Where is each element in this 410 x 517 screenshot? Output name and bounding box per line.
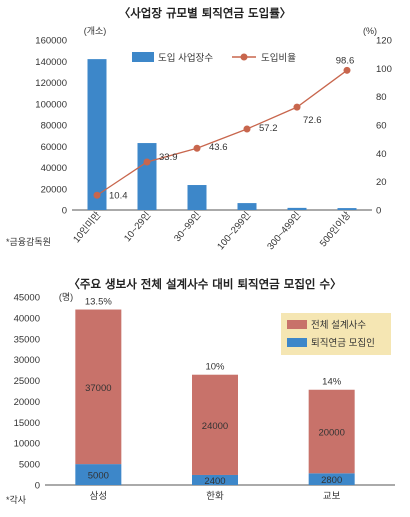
chart2-bar-recruiters	[192, 474, 238, 485]
chart1-bar	[87, 59, 107, 210]
chart1-bar	[287, 207, 307, 210]
chart2-bar-total	[308, 389, 355, 474]
chart1-y2-tick-label: 100	[376, 64, 392, 75]
chart2-bar-recruiters	[308, 473, 355, 485]
chart1-legend-marker	[240, 53, 248, 61]
chart1-y-tick-label: 120000	[35, 78, 67, 89]
chart2-recruiter-value-label: 2800	[321, 475, 342, 486]
chart1-x-tick-label: 100~299인	[215, 210, 253, 252]
chart2-y-tick-label: 30000	[14, 355, 40, 366]
chart1-x-tick-label: 30~99인	[172, 210, 203, 244]
chart1-title: 〈사업장 규모별 퇴직연금 도입률〉	[119, 6, 292, 20]
chart1-rate-marker	[93, 191, 101, 199]
chart1-y2-tick-label: 120	[376, 36, 392, 47]
chart1-legend: 도입 사업장수 도입비율	[132, 52, 296, 64]
chart2-title: 〈주요 생보사 전체 설계사수 대비 퇴직연금 모집인 수〉	[68, 277, 341, 291]
chart1-y2-tick-label: 80	[376, 92, 387, 103]
chart1-y-tick-label: 0	[62, 206, 67, 217]
chart2-bar-total	[192, 374, 238, 475]
chart1-y-tick-label: 60000	[41, 142, 67, 153]
chart2-ratio-label: 14%	[322, 377, 342, 388]
chart1-y-tick-label: 100000	[35, 99, 67, 110]
chart1-rate-line: 10.4 33.9 43.6 57.2 72.6 98.6	[93, 55, 355, 201]
chart1-rate-label: 98.6	[336, 55, 355, 66]
chart1-rate-label: 57.2	[259, 123, 278, 134]
chart1-bars	[87, 59, 357, 210]
chart2-x-tick-label: 한화	[206, 491, 224, 502]
chart2-source: *각사	[6, 494, 27, 505]
chart2-y-tick-label: 0	[35, 481, 40, 492]
chart1-y-tick-label: 20000	[41, 184, 67, 195]
chart2-ratio-label: 10%	[205, 362, 225, 373]
chart1-x-tick-label: 500인이상	[318, 210, 354, 249]
chart2-y-tick-label: 45000	[14, 293, 40, 304]
chart1-y2-tick-label: 20	[376, 177, 387, 188]
chart-planner-recruiters: 〈주요 생보사 전체 설계사수 대비 퇴직연금 모집인 수〉 (명) 0 5000…	[6, 277, 395, 505]
chart1-bar	[337, 208, 357, 210]
chart1-rate-marker	[293, 103, 301, 111]
chart1-y2-axis: 0 20 40 60 80 100 120	[376, 36, 392, 217]
chart2-x-axis: 삼성 한화 교보	[90, 491, 341, 502]
chart1-x-tick-label: 300~499인	[265, 210, 303, 252]
chart1-rate-label: 33.9	[159, 152, 178, 163]
chart2-ratio-label: 13.5%	[85, 297, 112, 308]
chart1-rate-marker	[343, 66, 351, 74]
chart2-total-value-label: 37000	[85, 383, 111, 394]
chart1-y2-unit: (%)	[363, 26, 377, 36]
chart1-y-unit: (개소)	[84, 26, 107, 36]
chart-establishment-adoption: 〈사업장 규모별 퇴직연금 도입률〉 (개소) (%) 0 20000 40000 6…	[6, 6, 392, 252]
chart1-bar	[187, 185, 207, 210]
chart1-y2-tick-label: 60	[376, 121, 387, 132]
chart2-legend-recruiter-label: 퇴직연금 모집인	[311, 337, 375, 349]
chart2-legend: 전체 설계사수 퇴직연금 모집인	[281, 313, 391, 355]
chart2-y-tick-label: 40000	[14, 313, 40, 324]
chart1-rate-marker	[243, 125, 251, 133]
chart1-x-axis: 10인미만 10~29인 30~99인 100~299인 300~499인 500인이상	[71, 210, 353, 253]
chart1-x-tick-label: 10인미만	[71, 210, 103, 245]
chart1-source: *금융감독원	[6, 236, 51, 247]
chart2-x-tick-label: 삼성	[90, 491, 107, 502]
chart2-y-tick-label: 5000	[19, 460, 40, 471]
chart1-rate-label: 43.6	[209, 142, 228, 153]
chart2-recruiter-value-label: 5000	[88, 471, 109, 482]
chart2-total-value-label: 24000	[202, 421, 228, 432]
chart2-y-tick-label: 20000	[14, 397, 40, 408]
chart2-total-value-label: 20000	[318, 428, 344, 439]
chart2-y-tick-label: 15000	[14, 418, 40, 429]
chart1-legend-swatch-bar	[132, 52, 154, 62]
chart2-bar-total	[75, 309, 122, 465]
chart1-bar	[137, 143, 157, 210]
chart2-bar-recruiters	[75, 464, 122, 485]
chart2-x-tick-label: 교보	[323, 491, 341, 502]
chart1-rate-label: 10.4	[109, 190, 128, 201]
chart2-y-tick-label: 35000	[14, 334, 40, 345]
chart1-rate-marker	[143, 158, 151, 166]
chart1-rate-polyline	[96, 69, 348, 196]
chart1-rate-marker	[193, 144, 201, 152]
chart1-y-tick-label: 80000	[41, 121, 67, 132]
chart2-recruiter-value-label: 2400	[204, 476, 225, 487]
chart1-y-axis: 0 20000 40000 60000 80000 100000 120000 140000 1…	[35, 36, 67, 217]
chart2-legend-swatch-total	[287, 320, 307, 329]
chart2-legend-total-label: 전체 설계사수	[311, 319, 366, 331]
chart1-legend-bar-label: 도입 사업장수	[158, 52, 213, 64]
chart1-y-tick-label: 140000	[35, 57, 67, 68]
chart1-y-tick-label: 40000	[41, 163, 67, 174]
chart2-y-tick-label: 25000	[14, 376, 40, 387]
chart1-rate-label: 72.6	[303, 115, 322, 126]
chart1-x-tick-label: 10~29인	[122, 210, 153, 244]
chart1-y2-tick-label: 40	[376, 149, 387, 160]
chart2-legend-swatch-recruiter	[287, 338, 307, 347]
chart2-bars: 5000 37000 13.5% 2400 24000 10% 2800 20000 14%	[75, 297, 355, 487]
chart1-y-tick-label: 160000	[35, 36, 67, 47]
chart2-y-axis: 0 5000 10000 15000 20000 25000 30000 35000 40000…	[14, 293, 40, 492]
chart1-y2-tick-label: 0	[376, 206, 381, 217]
chart2-y-unit: (명)	[59, 292, 73, 302]
chart1-bar	[237, 203, 257, 210]
chart2-y-tick-label: 10000	[14, 439, 40, 450]
chart1-legend-line-label: 도입비율	[261, 52, 296, 64]
